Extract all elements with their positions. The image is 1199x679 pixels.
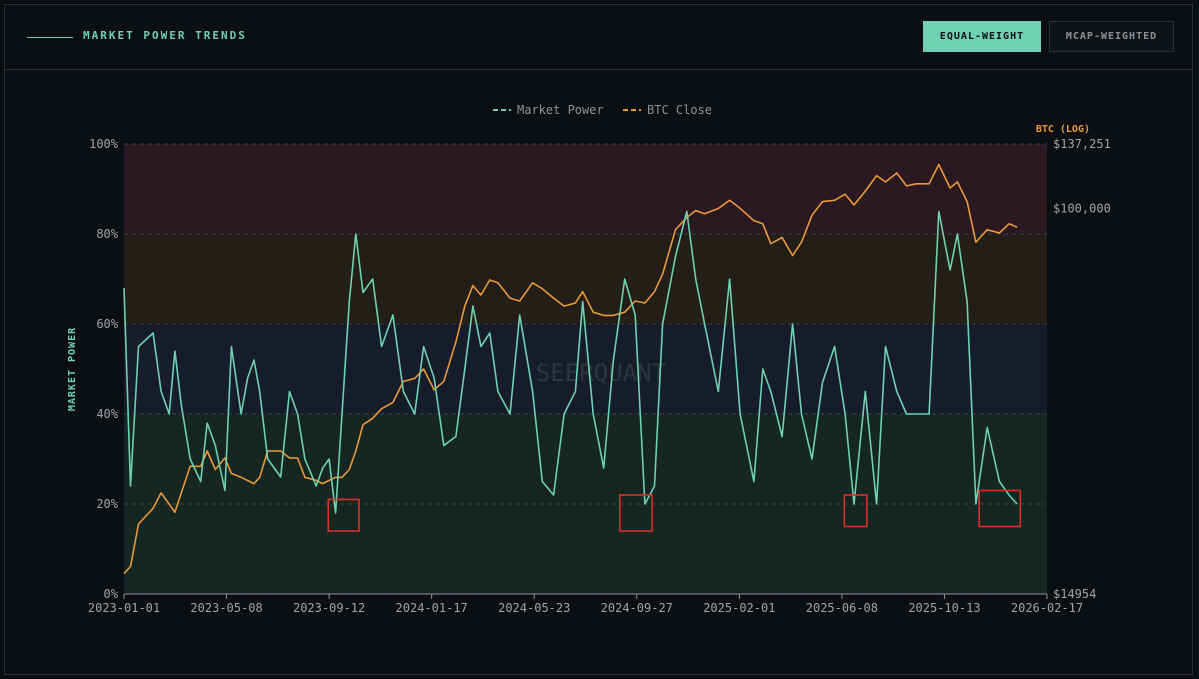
highlight-box-2 xyxy=(843,494,868,528)
x-tick-label: 2024-01-17 xyxy=(396,601,468,615)
legend-label-0: Market Power xyxy=(517,103,604,117)
tab-equal-weight[interactable]: EQUAL-WEIGHT xyxy=(923,21,1041,52)
y-axis-label: MARKET POWER xyxy=(67,327,78,411)
x-tick-label: 2025-06-08 xyxy=(806,601,878,615)
highlight-box-1 xyxy=(619,494,653,532)
band-1 xyxy=(124,234,1047,324)
y-tick-label: 60% xyxy=(96,317,118,331)
panel-header: MARKET POWER TRENDS EQUAL-WEIGHT MCAP-WE… xyxy=(5,5,1192,70)
highlight-box-3 xyxy=(978,489,1022,528)
y2-tick-label: $100,000 xyxy=(1053,201,1111,215)
x-tick-label: 2025-02-01 xyxy=(703,601,775,615)
y-tick-label: 100% xyxy=(89,137,119,151)
x-tick-label: 2023-05-08 xyxy=(190,601,262,615)
series-market-power xyxy=(123,210,1018,514)
chart-panel: MARKET POWER TRENDS EQUAL-WEIGHT MCAP-WE… xyxy=(4,4,1193,675)
x-tick-label: 2026-02-17 xyxy=(1011,601,1083,615)
y-tick-label: 20% xyxy=(96,497,118,511)
y2-axis-label: BTC (LOG) xyxy=(1036,124,1090,135)
y-tick-label: 40% xyxy=(96,407,118,421)
market-power-chart: SEERQUANT Market Power BTC Close 0% 20% 40%… xyxy=(67,103,1111,615)
x-tick-label: 2024-09-27 xyxy=(601,601,673,615)
highlight-box-0 xyxy=(327,498,360,532)
x-tick-label: 2023-09-12 xyxy=(293,601,365,615)
series-btc-close xyxy=(123,163,1018,575)
x-tick-label: 2024-05-23 xyxy=(498,601,570,615)
x-tick-label: 2025-10-13 xyxy=(908,601,980,615)
y2-tick-label: $137,251 xyxy=(1053,137,1111,151)
tab-mcap-weighted[interactable]: MCAP-WEIGHTED xyxy=(1049,21,1174,52)
band-0 xyxy=(124,144,1047,234)
title-accent-line xyxy=(27,37,73,38)
x-tick-label: 2023-01-01 xyxy=(88,601,160,615)
panel-title: MARKET POWER TRENDS xyxy=(83,29,247,42)
y-tick-label: 0% xyxy=(104,587,119,601)
y2-tick-label: $14954 xyxy=(1053,587,1096,601)
watermark: SEERQUANT xyxy=(536,359,666,387)
y-tick-label: 80% xyxy=(96,227,118,241)
legend-label-1: BTC Close xyxy=(647,103,712,117)
